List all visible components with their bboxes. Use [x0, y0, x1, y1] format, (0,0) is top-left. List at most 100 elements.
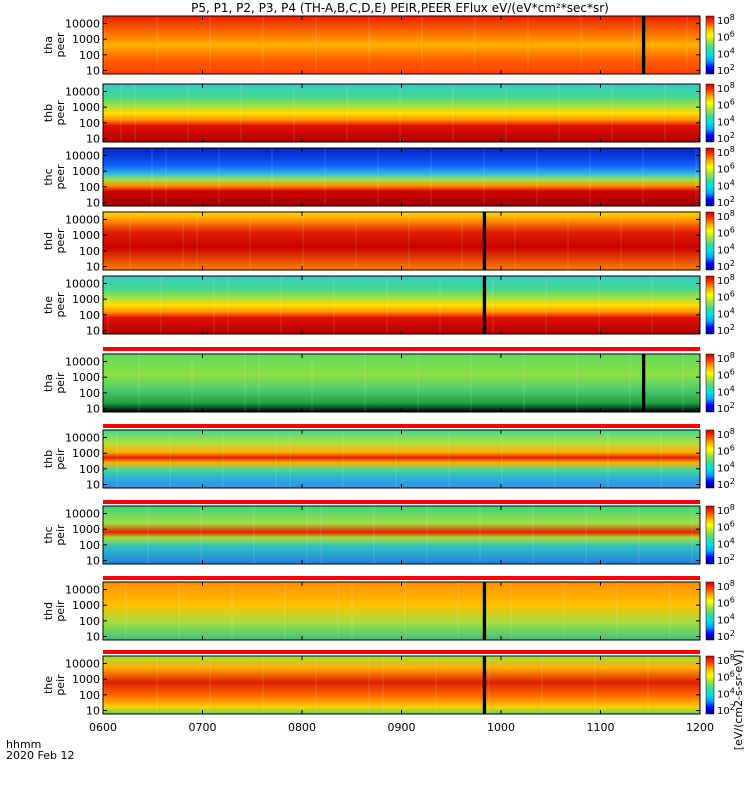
texture-streak [598, 276, 600, 334]
y-tick-label: 100 [79, 49, 100, 62]
colorbar-tick-label: 102 [717, 259, 735, 273]
texture-streak [470, 354, 472, 412]
texture-streak [611, 84, 613, 142]
texture-streak [249, 212, 251, 270]
status-bar [103, 424, 700, 428]
panel-label: thdpeir [42, 600, 67, 622]
panel-label: thbpeir [42, 448, 67, 470]
data-gap [482, 656, 487, 714]
colorbar-tick-label: 102 [717, 629, 735, 643]
colorbar [705, 275, 715, 335]
texture-streak [382, 656, 384, 714]
colorbar [705, 147, 715, 207]
texture-streak [191, 354, 193, 412]
texture-streak [505, 84, 507, 142]
texture-streak [103, 656, 105, 714]
colorbar-tick-label: 108 [717, 579, 735, 593]
texture-streak [218, 148, 220, 206]
data-gap [482, 276, 487, 334]
colorbar-tick-label: 104 [717, 242, 735, 256]
status-bar [103, 650, 700, 654]
panel-the-peir: 10 100 1000 10000 thepeir 102 104 106 108 [42, 653, 735, 718]
panel-thc-peir: 10 100 1000 10000 thcpeir 102 104 106 108 [42, 503, 735, 568]
texture-streak [156, 16, 158, 74]
colorbar-tick-label: 106 [717, 520, 735, 534]
colorbar-tick-label: 106 [717, 226, 735, 240]
texture-streak [527, 16, 529, 74]
colorbar-tick-label: 108 [717, 81, 735, 95]
colorbar-tick-label: 102 [717, 553, 735, 567]
spectrogram-thc-peer [103, 148, 700, 206]
texture-streak [541, 656, 543, 714]
colorbar-tick-label: 102 [717, 195, 735, 209]
texture-streak [638, 506, 640, 564]
texture-streak [563, 582, 565, 640]
colorbar-tick-label: 108 [717, 13, 735, 27]
spectrogram-the-peir [103, 656, 700, 714]
panel-label: thepeer [42, 292, 67, 318]
texture-streak [320, 506, 322, 564]
colorbar [705, 655, 715, 715]
x-tick-label: 1100 [587, 721, 615, 734]
texture-streak [404, 582, 406, 640]
y-tick-label: 1000 [72, 101, 100, 114]
texture-streak [682, 354, 684, 412]
panel-thc-peer: 10 100 1000 10000 thcpeer 102 104 106 108 [42, 145, 735, 210]
texture-streak [589, 148, 591, 206]
texture-streak [147, 506, 149, 564]
texture-streak [275, 430, 277, 488]
texture-streak [337, 582, 339, 640]
spectrogram-thc-peir [103, 506, 700, 564]
data-gap [641, 16, 646, 74]
texture-streak [134, 84, 136, 142]
texture-streak [240, 84, 242, 142]
status-bar [103, 347, 700, 351]
y-tick-label: 10 [86, 479, 100, 492]
y-tick-label: 10 [86, 325, 100, 338]
texture-streak [395, 430, 397, 488]
texture-streak [306, 506, 308, 564]
colorbar-tick-label: 106 [717, 162, 735, 176]
texture-streak [129, 212, 131, 270]
colorbar [705, 83, 715, 143]
texture-streak [377, 148, 379, 206]
spectrogram-tha-peer [103, 16, 700, 74]
texture-streak [545, 276, 547, 334]
y-tick-label: 10000 [65, 85, 100, 98]
colorbar-tick-label: 104 [717, 536, 735, 550]
texture-streak [178, 582, 180, 640]
texture-streak [691, 506, 693, 564]
y-tick-label: 1000 [72, 599, 100, 612]
texture-streak [474, 16, 476, 74]
texture-streak [664, 84, 666, 142]
texture-streak [368, 16, 370, 74]
texture-streak [364, 354, 366, 412]
texture-streak [651, 276, 653, 334]
colorbar-tick-label: 102 [717, 703, 735, 717]
texture-streak [324, 148, 326, 206]
panel-thd-peir: 10 100 1000 10000 thdpeir 102 104 106 108 [42, 579, 735, 644]
colorbar-tick-label: 106 [717, 30, 735, 44]
y-tick-label: 10000 [65, 355, 100, 368]
y-tick-label: 1000 [72, 229, 100, 242]
colorbar-tick-label: 104 [717, 46, 735, 60]
texture-streak [386, 276, 388, 334]
x-axis-label: hhmm [6, 738, 41, 751]
texture-streak [311, 354, 313, 412]
texture-streak [213, 276, 215, 334]
texture-streak [187, 84, 189, 142]
panel-label: thapeer [42, 32, 67, 58]
texture-streak [695, 148, 697, 206]
colorbar-tick-label: 102 [717, 63, 735, 77]
spectrogram-the-peer [103, 276, 700, 334]
texture-streak [209, 656, 211, 714]
texture-streak [262, 656, 264, 714]
texture-streak [302, 212, 304, 270]
colorbar-tick-label: 104 [717, 306, 735, 320]
spectrogram-tha-peir [103, 354, 700, 412]
texture-streak [421, 16, 423, 74]
texture-streak [280, 276, 282, 334]
panel-label: thbpeer [42, 100, 67, 126]
x-tick-label: 0900 [388, 721, 416, 734]
